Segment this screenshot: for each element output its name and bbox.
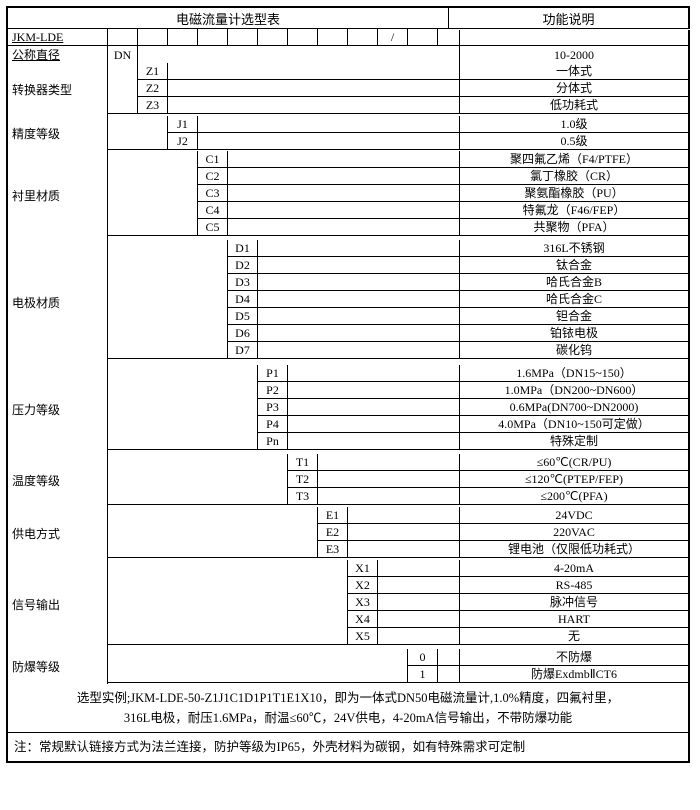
code-cell: D5 [228, 308, 258, 325]
code-cell: D6 [228, 325, 258, 342]
code-cell: T2 [288, 471, 318, 488]
desc-cell: 特殊定制 [460, 433, 688, 450]
desc-cell: 脉冲信号 [460, 594, 688, 611]
group-label: 温度等级 [8, 454, 108, 507]
desc-cell: 防爆ExdmbⅡCT6 [460, 666, 688, 683]
example-note: 选型实例;JKM-LDE-50-Z1J1C1D1P1T1E1X10，即为一体式D… [8, 684, 688, 733]
desc-cell: 一体式 [460, 63, 688, 80]
group-label: 转换器类型 [8, 63, 108, 116]
selection-table: 电磁流量计选型表 功能说明 JKM-LDE / 公称直径DN10-2000 转换… [6, 6, 690, 763]
code-cell: P3 [258, 399, 288, 416]
code-cell: D1 [228, 240, 258, 257]
desc-cell: 钽合金 [460, 308, 688, 325]
code-cell: X2 [348, 577, 378, 594]
code-cell: P1 [258, 365, 288, 382]
desc-cell: 4-20mA [460, 560, 688, 577]
code-cell: J1 [168, 116, 198, 133]
group-label: 衬里材质 [8, 151, 108, 240]
code-cell: C2 [198, 168, 228, 185]
desc-cell: 24VDC [460, 507, 688, 524]
desc-cell: ≤200℃(PFA) [460, 488, 688, 505]
desc-cell: 特氟龙（F46/FEP） [460, 202, 688, 219]
code-cell: X1 [348, 560, 378, 577]
desc-cell: 共聚物（PFA） [460, 219, 688, 236]
code-cell: D3 [228, 274, 258, 291]
code-cell: P4 [258, 416, 288, 433]
desc-cell: 聚四氟乙烯（F4/PTFE） [460, 151, 688, 168]
desc-cell: 碳化钨 [460, 342, 688, 359]
code-cell: J2 [168, 133, 198, 150]
code-cell: X5 [348, 628, 378, 645]
group-label: 信号输出 [8, 560, 108, 649]
code-cell: C3 [198, 185, 228, 202]
code-cell: T1 [288, 454, 318, 471]
desc-cell: 1.0MPa（DN200~DN600） [460, 382, 688, 399]
footer-note: 注：常规默认链接方式为法兰连接，防护等级为IP65，外壳材料为碳钢，如有特殊需求… [8, 733, 688, 761]
code-cell: Z1 [138, 63, 168, 80]
code-cell: P2 [258, 382, 288, 399]
group-label: 精度等级 [8, 116, 108, 151]
desc-cell: 1.0级 [460, 116, 688, 133]
code-cell: Z3 [138, 97, 168, 114]
row-desc: 10-2000 [460, 46, 688, 63]
group-label: 防爆等级 [8, 649, 108, 684]
desc-cell: 分体式 [460, 80, 688, 97]
desc-cell: 哈氏合金B [460, 274, 688, 291]
code-cell: 0 [408, 649, 438, 666]
desc-cell: 锂电池（仅限低功耗式） [460, 541, 688, 558]
desc-cell: ≤60℃(CR/PU) [460, 454, 688, 471]
code-cell: C1 [198, 151, 228, 168]
desc-cell: ≤120℃(PTEP/FEP) [460, 471, 688, 488]
desc-cell: 0.6MPa(DN700~DN2000) [460, 399, 688, 416]
desc-cell: 哈氏合金C [460, 291, 688, 308]
desc-cell: 不防爆 [460, 649, 688, 666]
code-cell: C5 [198, 219, 228, 236]
table-title-left: 电磁流量计选型表 [8, 8, 449, 28]
row-label: 公称直径 [8, 46, 108, 63]
code-cell: D2 [228, 257, 258, 274]
desc-cell: 氯丁橡胶（CR） [460, 168, 688, 185]
header-code-row: JKM-LDE / [8, 28, 688, 46]
desc-cell: 低功耗式 [460, 97, 688, 114]
desc-cell: HART [460, 611, 688, 628]
code-cell: 1 [408, 666, 438, 683]
code-cell: E3 [318, 541, 348, 558]
code-cell: D7 [228, 342, 258, 359]
code-cell: C4 [198, 202, 228, 219]
group-label: 供电方式 [8, 507, 108, 560]
code-cell: T3 [288, 488, 318, 505]
separator-cell: / [378, 28, 408, 45]
group-label: 电极材质 [8, 240, 108, 365]
desc-cell: RS-485 [460, 577, 688, 594]
code-cell: Pn [258, 433, 288, 450]
desc-cell: 4.0MPa（DN10~150可定做） [460, 416, 688, 433]
group-label: 压力等级 [8, 365, 108, 454]
desc-cell: 聚氨酯橡胶（PU） [460, 185, 688, 202]
code-cell: X4 [348, 611, 378, 628]
desc-cell: 316L不锈钢 [460, 240, 688, 257]
code-cell: D4 [228, 291, 258, 308]
code-cell: X3 [348, 594, 378, 611]
code-cell: Z2 [138, 80, 168, 97]
product-code: JKM-LDE [8, 28, 108, 45]
desc-cell: 1.6MPa（DN15~150） [460, 365, 688, 382]
desc-cell: 钛合金 [460, 257, 688, 274]
desc-cell: 无 [460, 628, 688, 645]
table-title-right: 功能说明 [449, 8, 688, 28]
code-cell: E1 [318, 507, 348, 524]
desc-cell: 0.5级 [460, 133, 688, 150]
desc-cell: 220VAC [460, 524, 688, 541]
code-cell: E2 [318, 524, 348, 541]
desc-cell: 铂铱电极 [460, 325, 688, 342]
